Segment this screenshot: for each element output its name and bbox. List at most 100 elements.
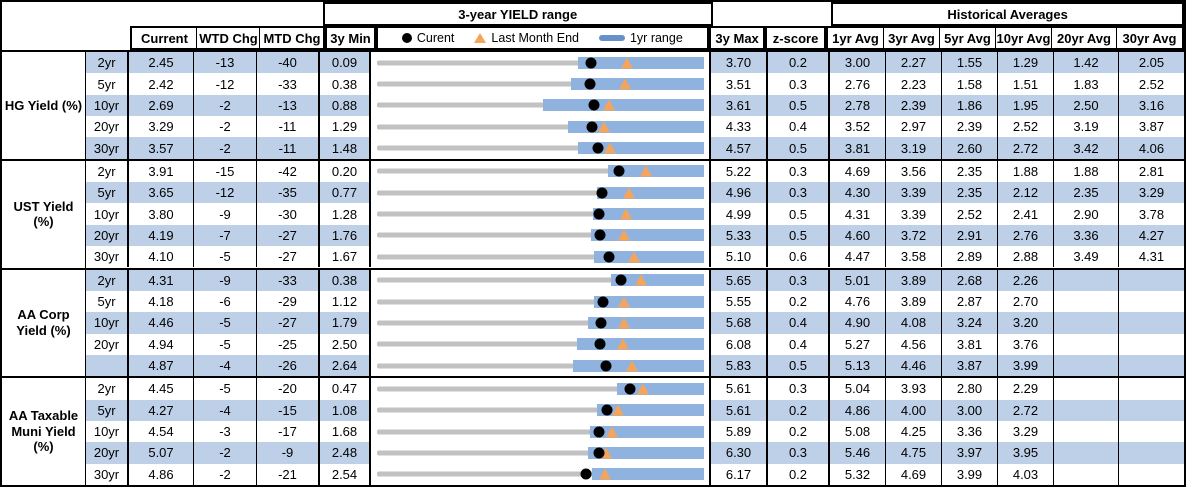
cell-3yr-avg: 4.25 (886, 420, 942, 443)
current-marker-icon (594, 338, 606, 350)
cell-wtd-chg: -5 (194, 333, 257, 355)
range-chart-cell (371, 463, 711, 485)
3y-range-track (377, 102, 704, 108)
range-chart-cell (371, 73, 711, 95)
range-chart-cell (371, 378, 711, 400)
cell-1yr-avg: 5.04 (830, 378, 886, 400)
cell-20yr-avg (1054, 420, 1119, 443)
current-marker-icon (603, 251, 615, 263)
cell-tenor: 30yr (86, 463, 129, 485)
range-chart-cell (371, 52, 711, 74)
cell-z-score: 0.3 (768, 160, 830, 183)
range-chart-cell (371, 290, 711, 313)
range-chart-cell (371, 94, 711, 117)
row-group: AA Taxable Muni Yield (%) 2yr 4.45 -5 -2… (2, 376, 1184, 485)
table-row: 2yr 4.31 -9 -33 0.38 5.65 0.3 5.01 3.89 … (86, 269, 1184, 291)
cell-30yr-avg: 3.29 (1119, 182, 1184, 204)
cell-5yr-avg: 2.60 (942, 137, 998, 159)
cell-z-score: 0.2 (768, 290, 830, 313)
range-chart-cell (371, 116, 711, 138)
cell-10yr-avg: 2.41 (998, 203, 1054, 225)
cell-1yr-avg: 3.00 (830, 52, 886, 74)
current-marker-icon (592, 142, 604, 154)
col-header-3y-max: 3y Max (709, 26, 766, 50)
cell-30yr-avg: 3.16 (1119, 94, 1184, 117)
cell-wtd-chg: -6 (194, 290, 257, 313)
cell-3yr-avg: 2.23 (886, 73, 942, 95)
cell-current: 3.65 (129, 182, 194, 204)
cell-3y-min: 1.12 (320, 290, 371, 313)
cell-5yr-avg: 3.87 (942, 354, 998, 377)
cell-3y-min: 1.68 (320, 420, 371, 443)
table-row: 30yr 4.10 -5 -27 1.67 5.10 0.6 4.47 3.58… (86, 246, 1184, 268)
group-label: AA Taxable Muni Yield (%) (2, 378, 86, 485)
3y-range-track (377, 363, 704, 369)
last-month-end-marker-icon (635, 274, 648, 286)
cell-5yr-avg: 2.91 (942, 224, 998, 247)
table-row: 5yr 3.65 -12 -35 0.77 4.96 0.3 4.30 3.39… (86, 182, 1184, 204)
range-chart-cell (371, 420, 711, 443)
cell-wtd-chg: -3 (194, 420, 257, 443)
cell-20yr-avg: 3.42 (1054, 137, 1119, 159)
cell-20yr-avg (1054, 378, 1119, 400)
legend-current: Curent (401, 31, 454, 45)
cell-10yr-avg: 4.03 (998, 463, 1054, 485)
cell-30yr-avg (1119, 269, 1184, 291)
cell-30yr-avg: 4.06 (1119, 137, 1184, 159)
header-row-columns: Current WTD Chg MTD Chg 3y Min Curent La… (2, 26, 1184, 50)
cell-30yr-avg: 4.31 (1119, 246, 1184, 268)
cell-3yr-avg: 3.56 (886, 160, 942, 183)
range-chart (377, 182, 704, 203)
table-row: 20yr 5.07 -2 -9 2.48 6.30 0.3 5.46 4.75 … (86, 442, 1184, 464)
last-month-end-marker-icon (606, 426, 619, 438)
range-chart (377, 334, 704, 355)
cell-z-score: 0.3 (768, 182, 830, 204)
range-chart (377, 73, 704, 94)
cell-3y-min: 1.29 (320, 116, 371, 138)
current-marker-icon (593, 447, 605, 459)
legend-range-label: 1yr range (629, 31, 683, 45)
cell-30yr-avg: 2.05 (1119, 52, 1184, 74)
table-body: HG Yield (%) 2yr 2.45 -13 -40 0.09 3.70 … (2, 50, 1184, 485)
cell-z-score: 0.5 (768, 94, 830, 117)
1yr-range-bar (588, 446, 704, 459)
cell-20yr-avg: 2.90 (1054, 203, 1119, 225)
cell-3y-min: 2.64 (320, 354, 371, 377)
cell-30yr-avg (1119, 354, 1184, 377)
last-month-end-marker-icon (598, 468, 611, 480)
cell-3y-max: 5.33 (711, 224, 768, 247)
cell-wtd-chg: -2 (194, 116, 257, 138)
table-row: 5yr 4.18 -6 -29 1.12 5.55 0.2 4.76 3.89 … (86, 290, 1184, 313)
range-chart-cell (371, 269, 711, 291)
col-header-30yr-avg: 30yr Avg (1117, 28, 1182, 48)
cell-1yr-avg: 2.76 (830, 73, 886, 95)
cell-20yr-avg: 1.42 (1054, 52, 1119, 74)
cell-1yr-avg: 5.01 (830, 269, 886, 291)
cell-10yr-avg: 1.95 (998, 94, 1054, 117)
current-marker-icon (600, 360, 612, 372)
cell-30yr-avg (1119, 378, 1184, 400)
last-month-end-marker-icon (640, 165, 653, 177)
range-chart-cell (371, 182, 711, 204)
col-header-10yr-avg: 10yr Avg (996, 28, 1052, 48)
3y-range-track (377, 386, 704, 392)
table-row: 2yr 4.45 -5 -20 0.47 5.61 0.3 5.04 3.93 … (86, 378, 1184, 400)
cell-1yr-avg: 4.47 (830, 246, 886, 268)
cell-10yr-avg: 3.76 (998, 333, 1054, 355)
current-marker-icon (580, 468, 592, 480)
cell-mtd-chg: -13 (257, 94, 320, 117)
cell-5yr-avg: 3.24 (942, 312, 998, 334)
cell-1yr-avg: 3.81 (830, 137, 886, 159)
cell-20yr-avg (1054, 269, 1119, 291)
cell-z-score: 0.5 (768, 137, 830, 159)
legend-lme-label: Last Month End (491, 31, 579, 45)
cell-1yr-avg: 4.60 (830, 224, 886, 247)
cell-20yr-avg (1054, 312, 1119, 334)
cell-wtd-chg: -4 (194, 399, 257, 421)
cell-10yr-avg: 2.72 (998, 399, 1054, 421)
3y-range-track (377, 81, 704, 87)
3y-range-track (377, 471, 704, 477)
cell-mtd-chg: -42 (257, 160, 320, 183)
cell-5yr-avg: 3.36 (942, 420, 998, 443)
